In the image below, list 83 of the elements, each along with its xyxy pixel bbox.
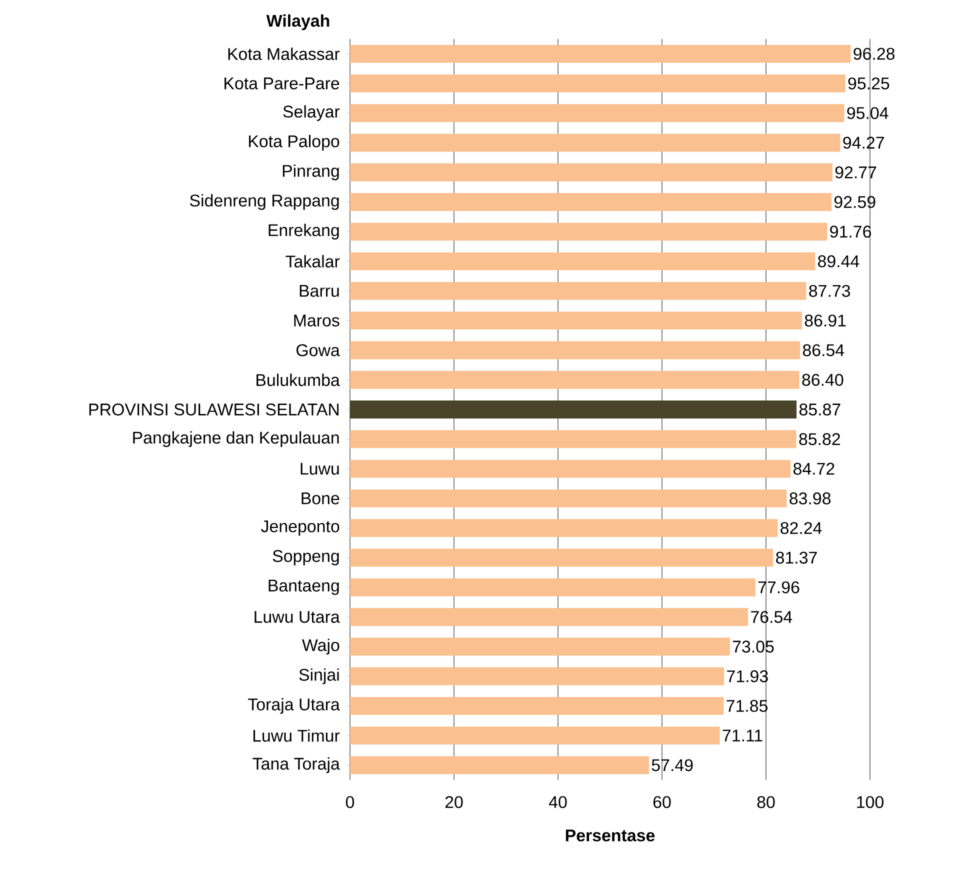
data-label: 95.04 <box>847 107 888 120</box>
bar <box>350 193 832 211</box>
y-tick-label: Luwu Timur <box>253 729 340 742</box>
data-label: 85.82 <box>799 433 840 446</box>
data-label: 92.77 <box>835 166 876 178</box>
y-tick-label: Bantaeng <box>268 580 339 595</box>
bar <box>350 667 724 686</box>
y-tick-label: Barru <box>300 285 339 297</box>
bar <box>350 74 846 92</box>
bar <box>350 756 649 774</box>
data-label: 71.11 <box>722 730 762 742</box>
y-tick-label: Tana Toraja <box>252 757 340 774</box>
bar <box>350 519 778 538</box>
bar <box>350 608 748 626</box>
bar <box>350 400 797 418</box>
data-label: 76.54 <box>751 610 792 623</box>
data-label: 92.59 <box>834 196 876 208</box>
bar <box>350 282 806 300</box>
data-label: 91.76 <box>830 226 871 238</box>
bar <box>350 312 802 330</box>
y-tick-label: Wajo <box>302 638 340 655</box>
y-tick-label: Kota Palopo <box>249 134 340 151</box>
y-tick-label: Kota Makassar <box>228 48 340 60</box>
y-tick-label: Sidenreng Rappang <box>190 194 339 210</box>
data-label: 71.85 <box>726 700 768 712</box>
bar <box>350 548 774 567</box>
y-tick-label: Pinrang <box>282 164 339 180</box>
y-tick-label: Luwu Utara <box>254 611 340 623</box>
bar <box>350 104 844 122</box>
bar <box>350 638 730 656</box>
x-tick-label: 40 <box>548 796 567 808</box>
bar <box>350 460 791 478</box>
bar <box>350 489 787 508</box>
y-tick-label: Enrekang <box>268 224 339 240</box>
x-tick-label: 20 <box>445 796 463 808</box>
x-tick-label: 100 <box>857 796 884 808</box>
data-label: 77.96 <box>758 581 800 594</box>
y-tick-label: Bone <box>302 492 340 504</box>
bar <box>350 430 796 448</box>
y-tick-label: Jeneponto <box>261 520 340 536</box>
data-label: 57.49 <box>652 759 693 772</box>
y-tick-label: Bulukumba <box>256 374 340 386</box>
bar <box>350 163 832 182</box>
data-label: 89.44 <box>818 255 860 268</box>
data-label: 95.25 <box>848 77 890 90</box>
y-tick-label: Sinjai <box>299 668 339 684</box>
data-label: 86.91 <box>804 314 846 327</box>
y-tick-label: Soppeng <box>272 550 339 566</box>
y-tick-label: Kota Pare-Pare <box>224 78 340 90</box>
data-label: 84.72 <box>793 462 834 475</box>
bar <box>350 252 816 270</box>
y-tick-label: Pangkajene dan Kepulauan <box>133 431 339 448</box>
bar <box>350 222 828 241</box>
bar <box>350 578 756 596</box>
data-label: 82.24 <box>780 522 822 534</box>
data-label: 87.73 <box>809 284 850 297</box>
y-tick-label: Selayar <box>283 105 340 121</box>
x-axis-title: Persentase <box>566 830 655 842</box>
data-label: 86.54 <box>802 344 844 356</box>
bar <box>350 134 840 152</box>
x-tick-label: 80 <box>757 796 775 808</box>
bar <box>350 341 800 360</box>
y-tick-label: Luwu <box>300 462 339 475</box>
data-label: 96.28 <box>854 48 894 60</box>
data-label: 94.27 <box>843 136 884 149</box>
y-tick-label: Toraja Utara <box>248 698 340 714</box>
x-tick-label: 0 <box>346 796 354 808</box>
y-tick-label: Gowa <box>296 344 340 356</box>
bar <box>350 696 724 715</box>
data-label: 73.05 <box>732 640 774 653</box>
bar <box>350 44 851 63</box>
x-tick-label: 60 <box>653 796 671 808</box>
data-label: 71.93 <box>727 670 768 682</box>
y-tick-label: Takalar <box>286 255 340 268</box>
data-label: 81.37 <box>776 552 817 564</box>
bar <box>350 370 800 389</box>
y-tick-label: PROVINSI SULAWESI SELATAN <box>89 404 339 416</box>
y-tick-label: Maros <box>294 314 340 326</box>
data-label: 83.98 <box>790 492 831 504</box>
y-axis-title: Wilayah <box>266 14 330 30</box>
data-label: 85.87 <box>799 404 840 416</box>
bar <box>350 726 720 745</box>
data-label: 86.40 <box>802 374 844 386</box>
